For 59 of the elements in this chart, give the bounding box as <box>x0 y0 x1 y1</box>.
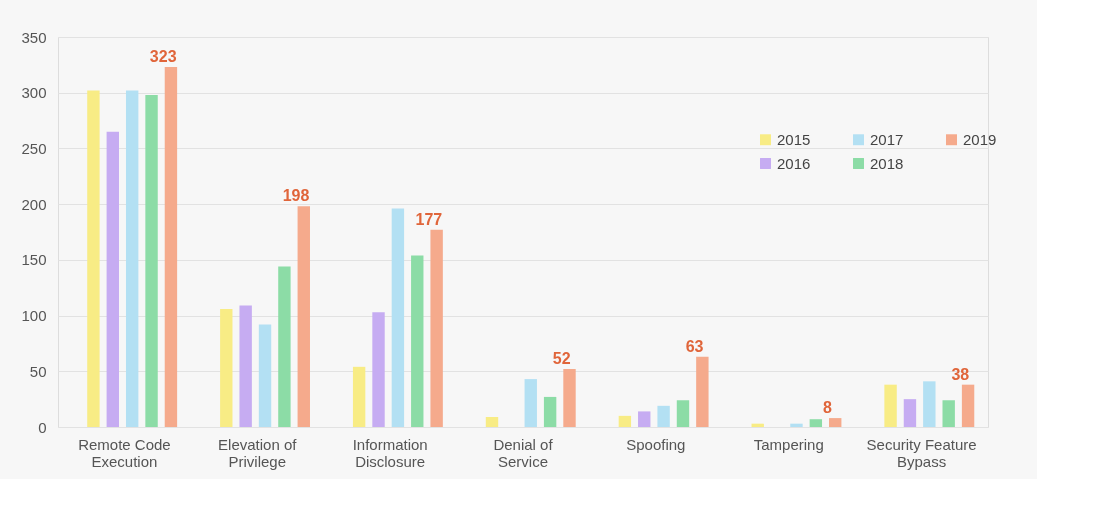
x-tick-label: Remote Code Execution <box>78 435 171 470</box>
legend-label: 2019 <box>963 130 997 148</box>
data-label: 52 <box>552 350 571 368</box>
bar <box>543 396 557 427</box>
bar <box>164 67 178 427</box>
x-tick-label: Tampering <box>753 435 824 453</box>
bar <box>278 266 291 427</box>
bar <box>961 384 975 427</box>
y-tick-label: 100 <box>21 307 47 325</box>
bar <box>430 229 443 427</box>
bar <box>923 381 936 427</box>
bar <box>239 305 252 427</box>
legend-label: 2017 <box>870 130 904 148</box>
legend-label: 2016 <box>777 154 811 172</box>
data-label: 323 <box>149 48 177 66</box>
y-tick-label: 150 <box>21 251 47 269</box>
bar <box>903 399 917 427</box>
data-label: 198 <box>282 187 310 205</box>
y-tick-label: 0 <box>38 418 47 436</box>
bar <box>563 369 576 427</box>
bar <box>220 308 233 427</box>
bar <box>676 400 690 427</box>
x-tick-label: Security Feature Bypass <box>866 435 977 470</box>
bar <box>884 384 897 427</box>
data-label: 8 <box>823 399 833 417</box>
bar <box>145 94 158 427</box>
bar <box>297 206 310 427</box>
bar <box>638 411 651 427</box>
bar <box>372 312 385 427</box>
bar <box>352 366 366 427</box>
bar <box>106 131 119 427</box>
y-tick-label: 200 <box>21 195 47 213</box>
x-tick-label: Spoofing <box>626 435 686 453</box>
bar <box>258 324 272 427</box>
legend-label: 2018 <box>870 154 904 172</box>
bar <box>524 379 537 427</box>
data-label: 38 <box>951 365 970 383</box>
bar <box>829 418 842 427</box>
y-tick-label: 250 <box>21 139 47 157</box>
data-label: 63 <box>685 337 704 355</box>
bar <box>790 423 803 427</box>
bar <box>942 400 955 427</box>
bar <box>618 415 632 427</box>
bar <box>411 255 424 427</box>
y-tick-label: 50 <box>29 362 47 380</box>
bar <box>125 90 139 427</box>
legend-label: 2015 <box>777 130 811 148</box>
bar <box>391 208 405 427</box>
bar <box>87 90 100 427</box>
data-label: 177 <box>415 210 443 228</box>
x-tick-label: Elevation of Privilege <box>218 435 298 470</box>
y-tick-label: 350 <box>21 28 47 46</box>
x-tick-label: Denial of Service <box>493 435 554 470</box>
bar <box>809 419 823 427</box>
bar <box>485 416 499 427</box>
y-tick-label: 300 <box>21 84 47 102</box>
bar <box>657 405 670 427</box>
bar <box>696 356 709 427</box>
x-tick-label: Information Disclosure <box>352 435 428 470</box>
